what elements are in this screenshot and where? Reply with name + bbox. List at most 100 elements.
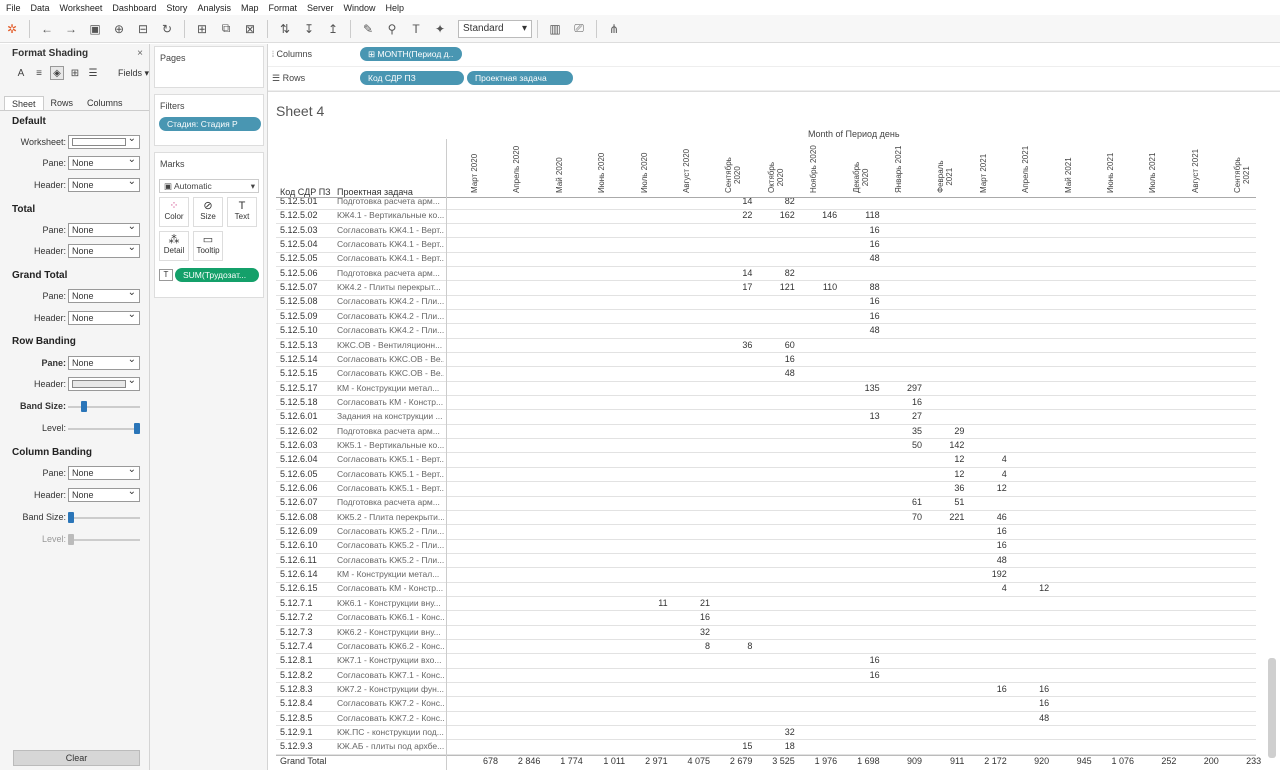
column-header[interactable]: Ноябрь 2020 <box>809 145 819 193</box>
new-datasource-icon[interactable]: ⊕ <box>113 21 125 36</box>
column-header[interactable]: Май 2021 <box>1063 157 1073 193</box>
row-banding-pane-dropdown[interactable]: None <box>68 354 140 370</box>
show-me-icon[interactable]: ▥ <box>549 21 561 36</box>
filters-card[interactable]: Filters Стадия: Стадия Р <box>154 94 264 146</box>
tab-rows[interactable]: Rows <box>50 98 74 108</box>
tab-columns[interactable]: Columns <box>87 98 123 108</box>
fit-dropdown[interactable]: Standard ▾ <box>458 19 532 38</box>
share-icon[interactable]: ⋔ <box>608 21 620 36</box>
new-sheet-icon[interactable]: ⊞ <box>196 21 208 36</box>
tableau-logo-icon[interactable]: ✲ <box>6 21 18 36</box>
menu-item-window[interactable]: Window <box>343 2 376 13</box>
row-divider <box>276 452 1256 454</box>
shading-icon[interactable]: ◈ <box>50 66 64 80</box>
column-header[interactable]: Июль 2020 <box>639 152 649 193</box>
column-header[interactable]: Сентябрь 2020 <box>724 157 743 193</box>
menu-item-dashboard[interactable]: Dashboard <box>112 2 157 13</box>
clear-sheet-icon[interactable]: ⊠ <box>244 21 256 36</box>
data-cell: 192 <box>991 569 1007 580</box>
lines-icon[interactable]: ☰ <box>88 67 98 79</box>
column-header[interactable]: Октябрь 2020 <box>766 161 785 193</box>
clear-button[interactable]: Clear <box>13 750 140 766</box>
column-banding-header-dropdown[interactable]: None <box>68 486 140 502</box>
row-pill-task[interactable]: Проектная задача <box>467 71 573 85</box>
column-header[interactable]: Март 2020 <box>470 153 479 193</box>
grand-total-header-dropdown[interactable]: None <box>68 309 140 325</box>
vertical-scrollbar[interactable] <box>1268 658 1276 758</box>
swap-icon[interactable]: ⇅ <box>279 21 291 36</box>
sort-desc-icon[interactable]: ↥ <box>327 21 339 36</box>
column-banding-pane-dropdown[interactable]: None <box>68 464 140 480</box>
total-pane-dropdown[interactable]: None <box>68 221 140 237</box>
column-header[interactable]: Июль 2021 <box>1148 152 1158 193</box>
menu-item-map[interactable]: Map <box>240 2 259 13</box>
column-header[interactable]: Август 2021 <box>1190 148 1200 193</box>
detail-mark-button[interactable]: ⁂ Detail <box>159 231 189 261</box>
alignment-icon[interactable]: ≡ <box>36 67 42 79</box>
column-header[interactable]: Июнь 2021 <box>1106 152 1115 193</box>
column-header[interactable]: Апрель 2021 <box>1021 145 1031 193</box>
column-band-size-slider[interactable] <box>68 512 140 523</box>
row-task: КЖ.ПС - конструкции под... <box>337 726 444 737</box>
size-mark-button[interactable]: ⊘ Size <box>193 197 223 227</box>
column-header[interactable]: Январь 2021 <box>894 145 903 193</box>
label-icon[interactable]: T <box>412 21 420 36</box>
column-header[interactable]: Февраль 2021 <box>936 160 955 193</box>
font-icon[interactable]: A <box>17 67 25 79</box>
column-header[interactable]: Март 2021 <box>978 153 988 193</box>
data-cell: 18 <box>784 741 795 752</box>
row-banding-header-dropdown[interactable] <box>68 375 140 391</box>
menu-item-server[interactable]: Server <box>306 2 334 13</box>
group-icon[interactable]: ⚲ <box>387 21 397 36</box>
redo-icon[interactable]: → <box>65 21 77 36</box>
month-column-pill[interactable]: ⊞ MONTH(Период д.. <box>360 47 462 61</box>
row-pill-code[interactable]: Код СДР ПЗ <box>360 71 464 85</box>
menu-item-format[interactable]: Format <box>268 2 297 13</box>
save-icon[interactable]: ▣ <box>89 21 101 36</box>
tooltip-label: Tooltip <box>196 246 220 255</box>
mark-type-dropdown[interactable]: ▣ Automatic ▾ <box>159 179 259 193</box>
refresh-icon[interactable]: ↻ <box>161 21 173 36</box>
menu-item-file[interactable]: File <box>6 2 21 13</box>
sum-measure-pill[interactable]: SUM(Трудозат... <box>175 268 259 282</box>
menu-item-data[interactable]: Data <box>30 2 50 13</box>
undo-icon[interactable]: ← <box>41 21 53 36</box>
fields-dropdown[interactable]: Fields ▾ <box>118 67 150 78</box>
slider-knob[interactable] <box>81 401 88 412</box>
pause-updates-icon[interactable]: ⊟ <box>137 21 149 36</box>
menu-item-story[interactable]: Story <box>166 2 188 13</box>
default-header-dropdown[interactable]: None <box>68 176 140 192</box>
total-header-dropdown[interactable]: None <box>68 242 140 258</box>
row-band-size-slider[interactable] <box>68 401 140 412</box>
highlight-icon[interactable]: ✎ <box>362 21 374 36</box>
slider-knob[interactable] <box>68 512 74 523</box>
color-mark-button[interactable]: ⁘ Color <box>159 197 189 227</box>
worksheet-color-dropdown[interactable] <box>68 133 140 149</box>
slider-knob[interactable] <box>134 423 140 434</box>
grand-total-pane-dropdown[interactable]: None <box>68 287 140 303</box>
borders-icon[interactable]: ⊞ <box>70 67 80 79</box>
column-header[interactable]: Июнь 2020 <box>597 152 607 193</box>
section-column-banding-title: Column Banding <box>12 447 92 458</box>
column-header[interactable]: Декабрь 2020 <box>851 161 870 193</box>
filter-pill[interactable]: Стадия: Стадия Р <box>159 117 261 131</box>
close-icon[interactable]: × <box>137 47 143 59</box>
presentation-icon[interactable]: ⎚ <box>574 21 584 35</box>
row-level-slider[interactable] <box>68 423 140 434</box>
column-header[interactable]: Сентябрь 2021 <box>1233 157 1252 193</box>
pin-icon[interactable]: ✦ <box>434 21 446 36</box>
tooltip-mark-button[interactable]: ▭ Tooltip <box>193 231 223 261</box>
column-header[interactable]: Май 2020 <box>554 157 564 193</box>
column-header[interactable]: Апрель 2020 <box>512 145 522 193</box>
duplicate-sheet-icon[interactable]: ⧉ <box>221 21 231 35</box>
column-header[interactable]: Август 2020 <box>682 148 691 193</box>
text-mark-button[interactable]: T Text <box>227 197 257 227</box>
pages-card[interactable]: Pages <box>154 46 264 88</box>
menu-item-help[interactable]: Help <box>385 2 405 13</box>
tab-sheet[interactable]: Sheet <box>4 96 44 110</box>
default-pane-dropdown[interactable]: None <box>68 154 140 170</box>
menu-item-analysis[interactable]: Analysis <box>197 2 231 13</box>
menu-item-worksheet[interactable]: Worksheet <box>59 2 103 13</box>
row-task: Подготовка расчета арм... <box>337 425 440 436</box>
sort-asc-icon[interactable]: ↧ <box>303 21 315 36</box>
